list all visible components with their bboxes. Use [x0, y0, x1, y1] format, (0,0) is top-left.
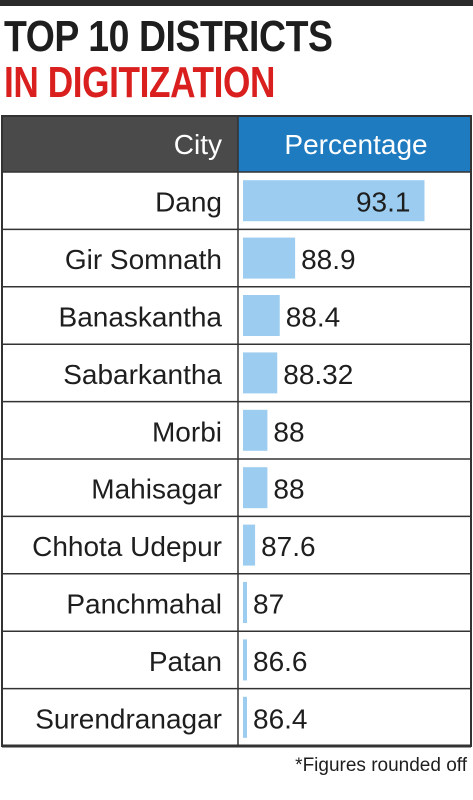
header-percentage-cell: [238, 116, 471, 172]
bar: [243, 582, 247, 623]
value-label: 88.4: [286, 302, 341, 333]
bar: [243, 467, 268, 509]
bar: [243, 237, 296, 279]
value-label: 87.6: [261, 531, 316, 562]
value-label: 88: [273, 416, 304, 447]
bar: [243, 180, 425, 222]
table-rows: Dang 93.1 Gir Somnath 88.9 Banaskantha 88.4 Sa…: [1, 115, 472, 748]
bar: [243, 295, 280, 336]
title-line-1: TOP 10 DISTRICTS: [4, 12, 333, 61]
city-label: Patan: [149, 646, 222, 677]
header-city-label: City: [174, 129, 222, 160]
value-label: 86.4: [253, 703, 308, 734]
bar: [243, 639, 247, 681]
city-label: Dang: [155, 187, 222, 218]
value-label: 93.1: [356, 187, 411, 218]
bar: [243, 409, 268, 451]
top-rule: [0, 0, 473, 6]
city-label: Morbi: [152, 416, 222, 447]
bar: [243, 352, 278, 394]
value-label: 88: [273, 474, 304, 505]
footnote: *Figures rounded off: [295, 755, 467, 776]
value-label: 86.6: [253, 646, 308, 677]
header-percentage-label: Percentage: [284, 129, 427, 160]
value-label: 87: [253, 589, 284, 620]
city-label: Chhota Udepur: [32, 531, 222, 562]
bar: [243, 696, 247, 738]
table-header: City Percentage: [2, 116, 471, 172]
city-label: Gir Somnath: [65, 244, 222, 275]
city-label: Mahisagar: [91, 474, 222, 505]
bar: [243, 524, 256, 566]
title-line-2: IN DIGITIZATION: [4, 58, 276, 107]
city-label: Sabarkantha: [63, 359, 222, 390]
value-label: 88.32: [283, 359, 353, 390]
value-label: 88.9: [301, 244, 356, 275]
city-label: Surendranagar: [35, 703, 222, 734]
city-label: Banaskantha: [59, 302, 223, 333]
header-city-cell: [2, 116, 238, 172]
city-label: Panchmahal: [66, 589, 222, 620]
